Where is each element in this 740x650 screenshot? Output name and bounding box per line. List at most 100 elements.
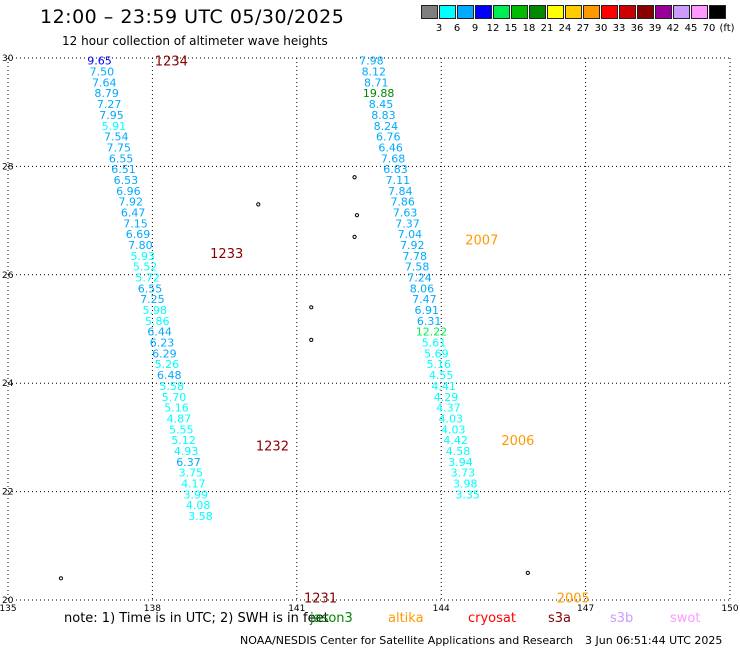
lat-tick-label: 30 (2, 54, 14, 64)
wave-height-point: 7.95 (99, 109, 124, 122)
sat-legend-swot: swot (670, 611, 701, 626)
color-scale-swatch (601, 5, 618, 19)
wave-height-point: 4.41 (431, 380, 456, 393)
wave-height-point: 6.83 (383, 163, 408, 176)
wave-height-point: 7.54 (104, 131, 129, 144)
wave-height-point: 9.65 (87, 55, 112, 68)
wave-height-point: 7.75 (106, 141, 131, 154)
lon-tick-label: 135 (0, 604, 17, 614)
color-scale-swatch (457, 5, 474, 19)
pass-number-label: 1232 (256, 440, 289, 455)
lon-tick-label: 150 (721, 604, 738, 614)
color-scale-label: 3 (435, 23, 443, 34)
wave-height-point: 5.72 (135, 272, 160, 285)
color-scale-label: 30 (594, 23, 608, 34)
note-text: note: 1) Time is in UTC; 2) SWH is in fe… (64, 611, 329, 626)
wave-height-point: 7.58 (405, 261, 430, 274)
lat-tick-label: 28 (2, 162, 14, 172)
wave-height-point: 12.22 (416, 326, 448, 339)
lat-tick-label: 20 (2, 596, 14, 606)
color-scale-swatch (421, 5, 438, 19)
wave-height-point: 8.45 (369, 98, 394, 111)
color-scale-swatch (619, 5, 636, 19)
wave-height-point: 6.44 (147, 326, 172, 339)
footer-agency: NOAA/NESDIS Center for Satellite Applica… (240, 634, 574, 647)
wave-height-point: 6.53 (114, 174, 139, 187)
map-grid (7, 57, 731, 601)
color-scale-label: 18 (522, 23, 536, 34)
wave-height-point: 8.79 (94, 87, 119, 100)
wave-height-point: 5.16 (164, 402, 189, 415)
wave-height-point: 4.03 (441, 423, 466, 436)
color-scale-swatch (565, 5, 582, 19)
wave-height-point: 8.83 (371, 109, 396, 122)
wave-height-point: 4.03 (439, 412, 464, 425)
sat-legend-s3a: s3a (548, 611, 572, 626)
wave-height-point: 5.55 (169, 423, 194, 436)
wave-height-point: 5.26 (155, 358, 180, 371)
color-scale-swatch (475, 5, 492, 19)
color-scale-label: 21 (540, 23, 554, 34)
wave-height-point: 7.64 (92, 76, 117, 89)
wave-height-point: 6.47 (121, 206, 146, 219)
color-scale-swatch (637, 5, 654, 19)
wave-height-point: 3.94 (448, 456, 473, 469)
wave-height-point: 5.12 (171, 434, 196, 447)
color-scale-label: 6 (453, 23, 461, 34)
wave-height-point: 7.24 (407, 272, 432, 285)
wave-height-point: 7.50 (90, 66, 115, 79)
pass-number-label: 1234 (155, 55, 188, 70)
wave-height-point: 7.47 (412, 293, 437, 306)
wave-height-point: 19.88 (363, 87, 395, 100)
wave-height-point: 5.98 (143, 304, 168, 317)
wave-height-points: 9.657.507.648.797.277.955.917.547.756.55… (87, 55, 480, 523)
wave-height-point: 7.92 (118, 196, 143, 209)
wave-height-point: 8.06 (410, 282, 435, 295)
wave-height-point: 6.46 (378, 141, 403, 154)
wave-height-point: 4.58 (446, 445, 471, 458)
color-scale-swatch (547, 5, 564, 19)
wave-height-point: 8.12 (362, 66, 387, 79)
wave-height-point: 5.93 (131, 250, 156, 263)
wave-height-point: 4.08 (186, 499, 211, 512)
color-scale-unit: (ft) (719, 23, 735, 34)
color-scale-swatch (439, 5, 456, 19)
wave-height-point: 3.73 (451, 467, 476, 480)
lon-tick-label: 144 (433, 604, 450, 614)
wave-height-point: 7.04 (398, 228, 423, 241)
page-subtitle: 12 hour collection of altimeter wave hei… (62, 34, 328, 48)
wave-height-point: 5.58 (159, 380, 184, 393)
color-scale-swatch (583, 5, 600, 19)
wave-height-point: 7.11 (386, 174, 411, 187)
pass-number-label: 1233 (210, 247, 243, 262)
footer-timestamp: 3 Jun 06:51:44 UTC 2025 (585, 634, 723, 647)
page-title: 12:00 – 23:59 UTC 05/30/2025 (40, 6, 345, 28)
pass-number-label: 2005 (557, 591, 590, 606)
color-scale-swatch (673, 5, 690, 19)
pass-number-label: 2006 (501, 434, 534, 449)
island-outline (352, 175, 357, 180)
lat-tick-label: 26 (2, 271, 14, 281)
island-outline (309, 337, 314, 342)
island-outline (525, 570, 530, 576)
wave-height-point: 3.35 (455, 488, 480, 501)
lat-tick-label: 24 (2, 379, 14, 389)
wave-height-point: 6.69 (126, 228, 151, 241)
wave-height-point: 4.93 (174, 445, 199, 458)
wave-height-point: 5.86 (145, 315, 170, 328)
wave-height-point: 7.15 (123, 217, 148, 230)
wave-height-point: 3.58 (188, 510, 213, 523)
lon-tick-label: 141 (288, 604, 305, 614)
wave-height-point: 4.87 (167, 412, 192, 425)
sat-legend-jason3: jason3 (310, 611, 353, 626)
wave-height-point: 3.99 (183, 488, 208, 501)
color-scale-swatch (691, 5, 708, 19)
wave-height-point: 5.91 (102, 120, 127, 133)
wave-height-point: 6.23 (150, 337, 175, 350)
wave-height-point: 7.78 (402, 250, 427, 263)
color-scale-swatch (529, 5, 546, 19)
wave-height-point: 7.84 (388, 185, 413, 198)
wave-height-point: 8.71 (364, 76, 389, 89)
color-scale-label: 36 (630, 23, 644, 34)
color-scale-label: 24 (558, 23, 572, 34)
